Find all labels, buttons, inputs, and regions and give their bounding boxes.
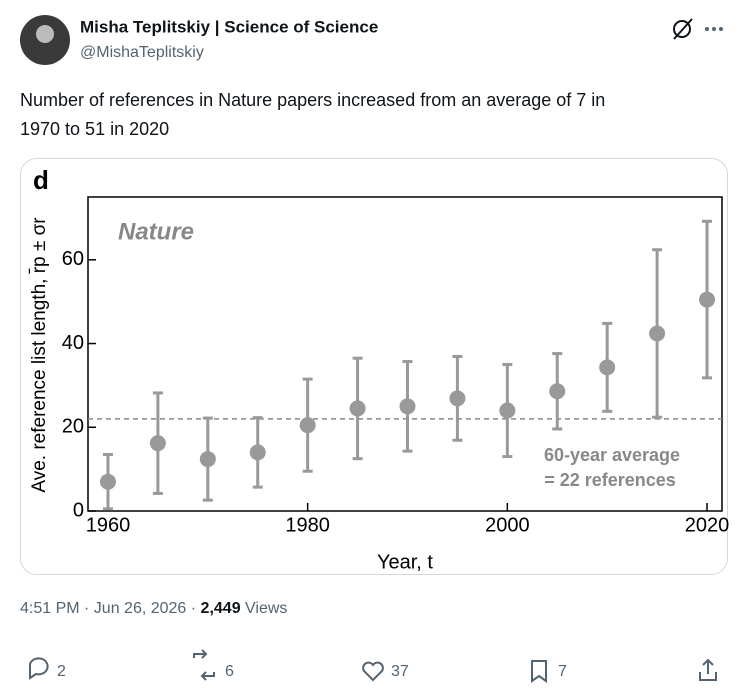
annotation: Nature (118, 218, 194, 245)
point (599, 359, 616, 376)
share-icon[interactable] (699, 658, 717, 681)
point (449, 390, 466, 407)
x-tick-label: 1960 (86, 514, 131, 536)
annotation: 60-year average (544, 445, 680, 465)
avatar-face (36, 25, 54, 43)
plot-frame (87, 196, 723, 512)
point (349, 400, 366, 417)
point (499, 402, 516, 419)
timestamp: 4:51 PM · Jun 26, 2026 · 2,449 Views (20, 600, 287, 617)
y-tick-label: 0 (73, 499, 84, 521)
post-text: 1970 to 51 in 2020 (20, 119, 169, 139)
reply-count: 2 (57, 663, 66, 680)
bookmark-count: 7 (558, 663, 567, 680)
more-icon[interactable] (705, 27, 723, 31)
author-name[interactable]: Misha Teplitskiy | Science of Science (80, 17, 378, 36)
point (149, 435, 166, 452)
reply-icon[interactable] (29, 657, 49, 680)
y-axis-label: Ave. reference list length, r̄p ± σr (29, 217, 50, 493)
point (699, 291, 716, 308)
repost-icon[interactable] (193, 649, 215, 681)
bookmark-icon[interactable] (531, 660, 547, 683)
point (199, 451, 216, 468)
x-tick-label: 2000 (485, 514, 530, 536)
author-handle[interactable]: @MishaTeplitskiy (80, 44, 204, 61)
time: 4:51 PM · Jun 26, 2026 · (20, 600, 201, 617)
like-count: 37 (391, 663, 409, 680)
x-axis-label: Year, t (377, 551, 433, 573)
point (299, 417, 316, 434)
chart: d Nature 60-year average = 22 references… (29, 165, 729, 573)
view-count: 2,449 (201, 600, 241, 617)
post-text: Number of references in Nature papers in… (20, 90, 605, 110)
repost-count: 6 (225, 663, 234, 680)
views-label: Views (241, 600, 288, 617)
y-tick-label: 40 (62, 332, 84, 354)
y-tick-label: 20 (62, 416, 84, 438)
point (99, 473, 116, 490)
y-tick-label: 60 (62, 248, 84, 270)
point (249, 444, 266, 461)
media-card[interactable] (20, 158, 728, 575)
grok-icon[interactable] (673, 18, 693, 40)
point (649, 325, 666, 342)
like-icon[interactable] (362, 661, 384, 682)
point (399, 398, 416, 415)
x-tick-label: 2020 (685, 514, 730, 536)
x-tick-label: 1980 (285, 514, 330, 536)
panel-label: d (33, 165, 49, 195)
point (549, 383, 566, 400)
annotation: = 22 references (544, 470, 676, 490)
